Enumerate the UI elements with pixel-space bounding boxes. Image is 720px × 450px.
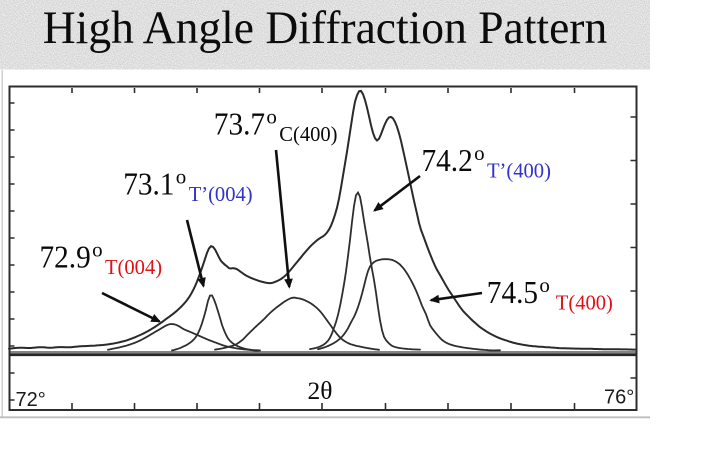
svg-text:76°: 76° [604,387,634,409]
svg-text:T’(004): T’(004) [189,182,253,206]
svg-text:T’(400): T’(400) [487,158,551,182]
svg-text:2θ: 2θ [308,376,333,405]
svg-text:74.5: 74.5 [487,275,538,310]
svg-text:74.2: 74.2 [422,143,473,178]
svg-text:72.9: 72.9 [40,240,91,275]
svg-text:T(400): T(400) [556,290,613,314]
svg-text:o: o [266,104,277,128]
svg-text:72°: 72° [16,389,46,411]
svg-text:o: o [539,273,550,297]
svg-text:High Angle Diffraction Pattern: High Angle Diffraction Pattern [43,2,607,53]
svg-text:73.7: 73.7 [214,106,265,141]
svg-text:o: o [474,141,485,165]
svg-text:C(400): C(400) [279,122,337,146]
svg-text:o: o [176,165,187,189]
svg-text:73.1: 73.1 [123,167,174,202]
svg-text:T(004): T(004) [105,255,162,279]
svg-text:o: o [92,238,103,262]
